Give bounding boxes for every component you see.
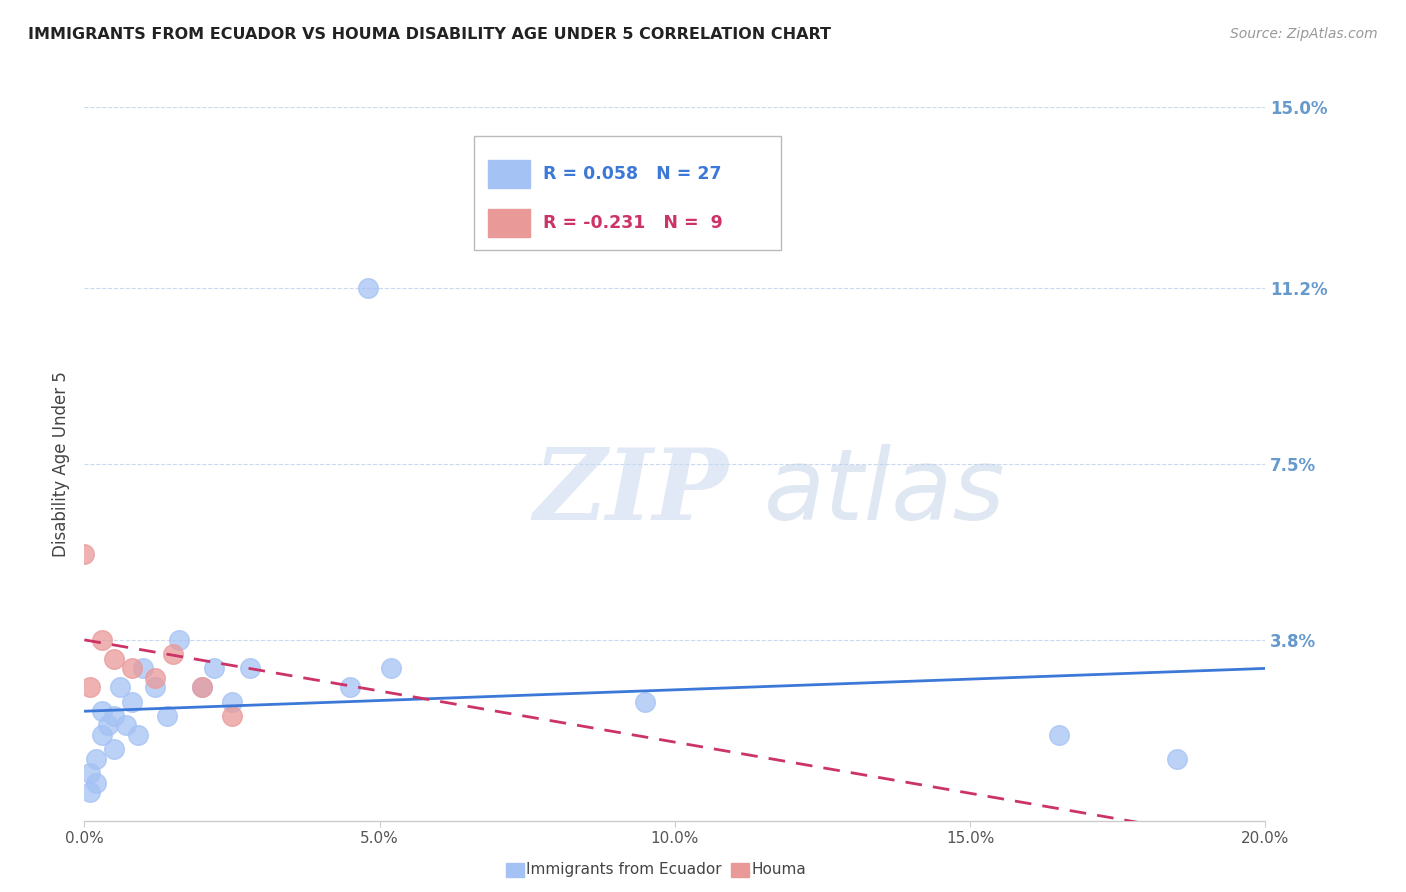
Point	[79, 681, 101, 695]
Point	[167, 632, 190, 647]
Point	[221, 709, 243, 723]
Point	[357, 281, 380, 295]
Point	[339, 681, 361, 695]
Point	[103, 742, 125, 756]
Point	[79, 766, 101, 780]
Point	[97, 718, 120, 732]
Point	[121, 695, 143, 709]
Point	[91, 728, 114, 742]
Point	[143, 681, 166, 695]
Text: atlas: atlas	[763, 444, 1005, 541]
Point	[221, 695, 243, 709]
Bar	[488, 209, 530, 237]
Point	[121, 661, 143, 675]
Point	[1047, 728, 1070, 742]
Point	[127, 728, 149, 742]
Point	[114, 718, 136, 732]
Point	[162, 647, 184, 661]
Point	[103, 652, 125, 666]
Point	[156, 709, 179, 723]
Point	[84, 752, 107, 766]
Point	[73, 547, 96, 561]
Point	[191, 681, 214, 695]
Point	[84, 775, 107, 789]
Text: R = -0.231   N =  9: R = -0.231 N = 9	[543, 214, 723, 232]
Point	[634, 695, 657, 709]
Point	[103, 709, 125, 723]
Text: ZIP: ZIP	[533, 444, 728, 541]
Text: Source: ZipAtlas.com: Source: ZipAtlas.com	[1230, 27, 1378, 41]
Point	[79, 785, 101, 799]
Point	[143, 671, 166, 685]
Point	[239, 661, 262, 675]
Point	[191, 681, 214, 695]
Point	[91, 632, 114, 647]
Y-axis label: Disability Age Under 5: Disability Age Under 5	[52, 371, 70, 557]
Point	[1166, 752, 1188, 766]
Point	[380, 661, 402, 675]
Bar	[488, 160, 530, 188]
Point	[91, 704, 114, 718]
Point	[132, 661, 155, 675]
Point	[202, 661, 225, 675]
Point	[108, 681, 131, 695]
FancyBboxPatch shape	[474, 136, 782, 250]
Text: Houma: Houma	[751, 863, 806, 877]
Text: Immigrants from Ecuador: Immigrants from Ecuador	[526, 863, 723, 877]
Text: R = 0.058   N = 27: R = 0.058 N = 27	[543, 165, 721, 183]
Text: IMMIGRANTS FROM ECUADOR VS HOUMA DISABILITY AGE UNDER 5 CORRELATION CHART: IMMIGRANTS FROM ECUADOR VS HOUMA DISABIL…	[28, 27, 831, 42]
